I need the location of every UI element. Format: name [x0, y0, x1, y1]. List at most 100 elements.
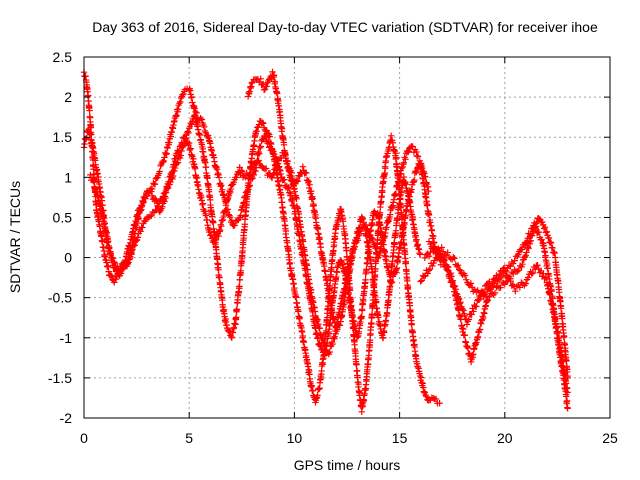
data-point: [236, 164, 243, 171]
data-point: [179, 91, 186, 98]
data-point: [190, 155, 197, 163]
data-point: [177, 98, 184, 106]
data-point: [383, 310, 391, 318]
data-point: [344, 281, 351, 288]
data-point: [413, 168, 420, 176]
data-point: [109, 255, 117, 262]
data-point: [516, 284, 524, 291]
data-point: [464, 344, 472, 352]
series-track-g: [417, 244, 571, 396]
y-tick-label: 1: [64, 169, 72, 185]
data-point: [266, 133, 273, 140]
data-point: [90, 177, 97, 185]
data-point: [292, 294, 300, 301]
data-point: [263, 83, 270, 90]
data-point: [365, 244, 372, 251]
data-point: [457, 316, 465, 323]
data-point: [408, 321, 415, 328]
data-point: [280, 141, 288, 149]
data-point: [305, 178, 312, 185]
data-point: [394, 215, 401, 222]
data-point: [246, 182, 254, 189]
data-point: [299, 238, 307, 245]
data-point: [181, 139, 188, 147]
data-point: [181, 139, 189, 146]
data-point: [560, 333, 568, 341]
data-point: [290, 280, 297, 287]
data-point: [206, 226, 213, 234]
data-point: [308, 286, 315, 294]
x-axis-label: GPS time / hours: [294, 457, 401, 473]
data-point: [486, 278, 493, 285]
data-point: [413, 236, 420, 243]
data-point: [265, 137, 272, 145]
data-point: [316, 325, 323, 332]
data-point: [302, 256, 310, 264]
data-point: [169, 175, 176, 183]
data-point: [332, 273, 340, 281]
data-point: [391, 241, 398, 248]
x-tick-label: 25: [602, 430, 618, 446]
data-point: [134, 234, 142, 241]
data-point: [262, 134, 269, 141]
data-point: [547, 239, 555, 247]
data-point: [104, 239, 111, 246]
data-point: [382, 165, 389, 172]
data-point: [353, 361, 360, 368]
data-point: [399, 230, 406, 237]
data-point: [493, 272, 500, 279]
data-point: [474, 287, 481, 294]
data-point: [453, 262, 461, 270]
data-point: [379, 334, 387, 341]
data-point: [450, 284, 457, 291]
data-point: [497, 284, 504, 291]
data-point: [215, 232, 222, 240]
data-point: [257, 75, 264, 83]
data-point: [260, 86, 268, 94]
data-point: [126, 255, 134, 262]
data-point: [162, 187, 170, 195]
data-point: [160, 157, 167, 165]
data-point: [287, 190, 294, 197]
data-point: [398, 238, 405, 246]
data-point: [450, 254, 457, 261]
data-point: [331, 241, 338, 249]
data-point: [440, 256, 448, 263]
data-point: [294, 178, 301, 185]
data-point: [162, 149, 169, 157]
data-point: [518, 279, 525, 286]
data-point: [549, 244, 556, 252]
data-point: [143, 192, 150, 200]
data-point: [363, 266, 370, 273]
data-point: [158, 196, 166, 203]
data-point: [363, 232, 370, 240]
data-point: [300, 338, 308, 346]
data-point: [138, 203, 146, 210]
data-point: [111, 279, 118, 286]
data-point: [345, 275, 352, 282]
series-track-c: [87, 108, 445, 358]
x-tick-label: 15: [392, 430, 408, 446]
data-point: [519, 260, 526, 268]
data-point: [188, 93, 196, 101]
data-point: [411, 176, 418, 184]
data-point: [154, 202, 161, 210]
data-point: [434, 254, 442, 261]
data-point: [500, 279, 507, 287]
data-point: [385, 297, 392, 304]
data-point: [425, 267, 433, 274]
data-point: [299, 163, 307, 170]
data-point: [217, 226, 224, 234]
data-point: [171, 164, 179, 172]
data-point: [94, 170, 101, 177]
data-point: [334, 326, 341, 333]
data-point: [425, 253, 433, 260]
data-point: [387, 276, 394, 284]
data-point: [360, 297, 367, 305]
data-point: [457, 267, 464, 274]
data-point: [164, 144, 171, 152]
data-point: [545, 234, 553, 242]
chart-title: Day 363 of 2016, Sidereal Day-to-day VTE…: [92, 19, 598, 35]
data-point: [137, 228, 144, 235]
data-point: [442, 252, 450, 259]
